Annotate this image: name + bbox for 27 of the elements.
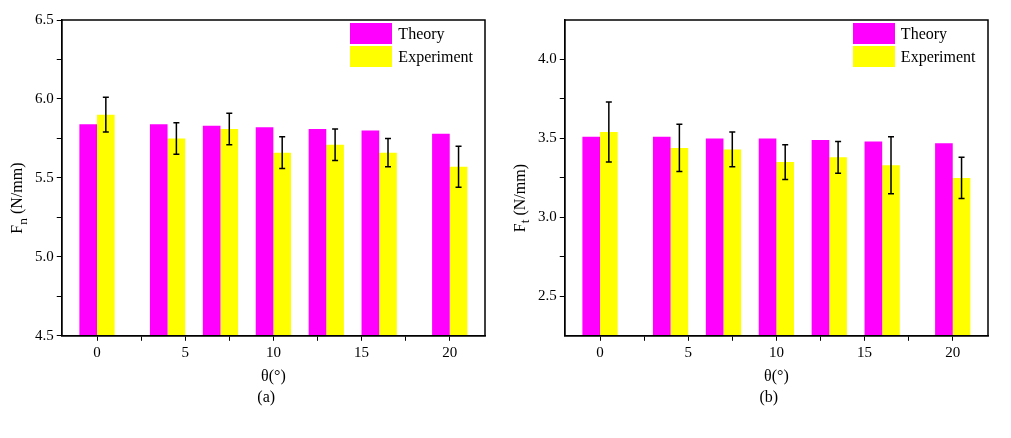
text: (a) (256, 388, 277, 406)
x-tick-label: 0 (93, 343, 101, 360)
text: (b) (758, 388, 780, 406)
y-tick-label: 5.5 (35, 168, 54, 185)
y-tick-label: 3.0 (537, 208, 557, 225)
y-tick-label: 2.5 (537, 287, 557, 304)
x-axis-title: θ(°) (261, 366, 286, 385)
x-tick-label: 5 (683, 343, 692, 360)
x-tick-label: 0 (595, 343, 604, 360)
y-tick-label: 4.5 (35, 326, 54, 343)
legend-label: Theory (398, 24, 445, 43)
x-axis-title: θ(°) (763, 366, 789, 385)
x-tick-label: 15 (856, 343, 872, 360)
x-tick-label: 20 (944, 343, 960, 360)
x-tick-label: 15 (354, 343, 370, 360)
y-tick-label: 6.5 (35, 10, 54, 27)
x-tick-label: 20 (442, 343, 458, 360)
legend-label: Theory (900, 24, 948, 43)
x-tick-label: 10 (768, 343, 784, 360)
y-tick-label: 4.0 (537, 50, 557, 67)
y-tick-label: 3.5 (537, 129, 557, 146)
x-tick-label: 5 (181, 343, 189, 360)
y-tick-label: 6.0 (35, 89, 54, 106)
x-tick-label: 10 (265, 343, 281, 360)
y-tick-label: 5.0 (35, 247, 54, 264)
legend-label: Experiment (398, 47, 473, 66)
legend-label: Experiment (900, 47, 976, 66)
